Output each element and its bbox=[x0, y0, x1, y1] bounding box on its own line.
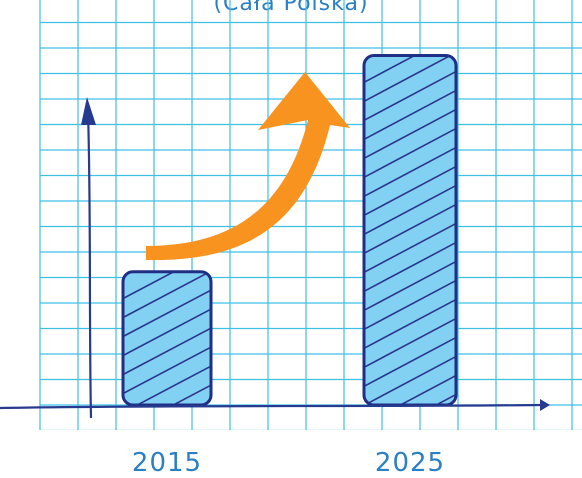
x-tick-label-2025: 2025 bbox=[374, 448, 446, 478]
grid bbox=[39, 0, 582, 430]
bar-2015 bbox=[121, 270, 213, 407]
x-axis bbox=[0, 403, 541, 410]
axes bbox=[0, 97, 550, 419]
trend-arrow bbox=[146, 72, 350, 261]
chart-subtitle: (Cała Polska) bbox=[213, 0, 369, 16]
y-axis bbox=[86, 111, 93, 419]
bars bbox=[121, 54, 458, 407]
x-tick-label-2015: 2015 bbox=[131, 448, 203, 478]
bar-2025 bbox=[362, 54, 458, 407]
x-axis-arrowhead bbox=[540, 399, 550, 411]
y-axis-arrowhead bbox=[81, 97, 96, 125]
